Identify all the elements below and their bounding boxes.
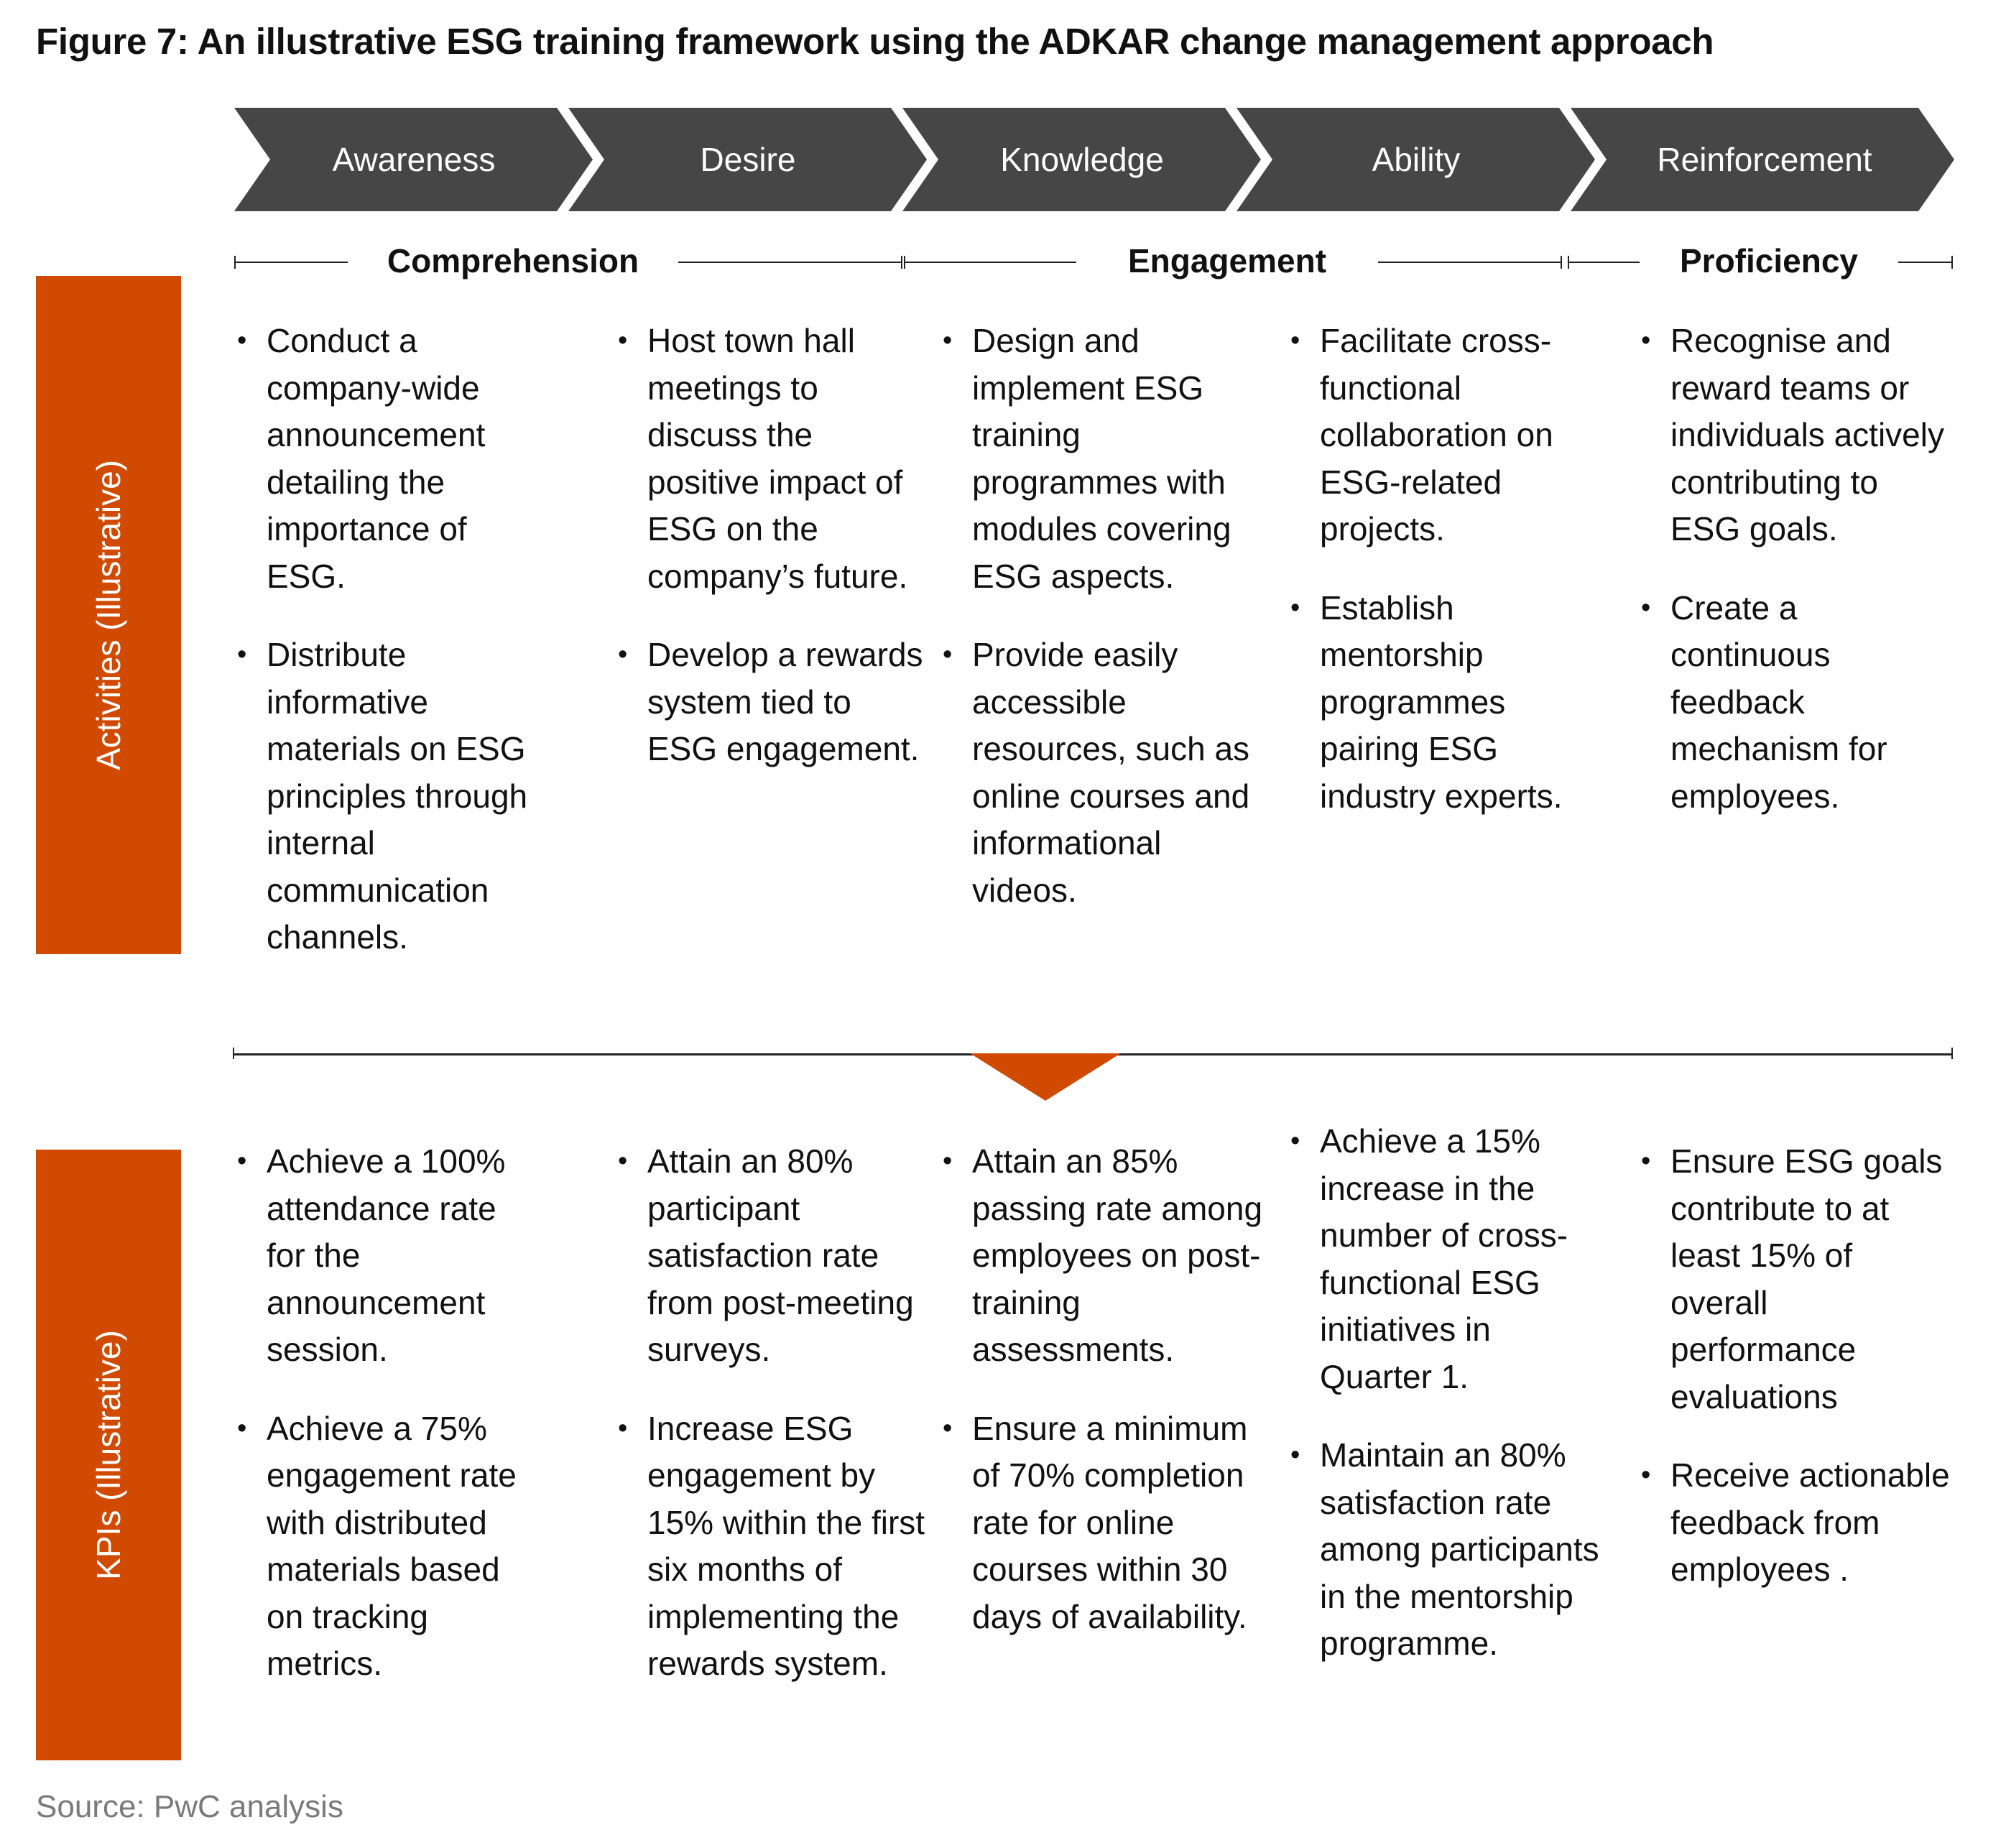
list-item: Ensure ESG goals contribute to at least …	[1638, 1138, 1954, 1420]
chevron-desire	[568, 108, 927, 211]
list-item: Attain an 80% participant satisfaction r…	[615, 1138, 931, 1374]
list-item: Attain an 85% passing rate among employe…	[940, 1138, 1270, 1374]
list-item: Design and implement ESG training progra…	[940, 318, 1270, 600]
kpis-awareness: Achieve a 100% attendance rate for the a…	[234, 1138, 543, 1719]
list-item: Maintain an 80% satisfaction rate among …	[1288, 1432, 1604, 1668]
phase-line	[904, 262, 1076, 263]
phase-line	[1898, 262, 1953, 263]
stage-knowledge-label: Knowledge	[1000, 141, 1164, 178]
phase-line	[1378, 262, 1561, 263]
phase-proficiency: Proficiency	[1680, 242, 1858, 279]
list-item: Achieve a 15% increase in the number of …	[1288, 1118, 1604, 1400]
list-item: Increase ESG engagement by 15% within th…	[615, 1405, 931, 1688]
figure-title: Figure 7: An illustrative ESG training f…	[36, 21, 1714, 62]
list-item: Achieve a 75% engagement rate with distr…	[234, 1405, 543, 1688]
activities-knowledge: Design and implement ESG training progra…	[940, 318, 1270, 946]
activities-reinforcement: Recognise and reward teams or individual…	[1638, 318, 1954, 851]
stage-awareness-label: Awareness	[332, 141, 496, 178]
kpis-desire: Attain an 80% participant satisfaction r…	[615, 1138, 931, 1719]
activities-desire: Host town hall meetings to discuss the p…	[615, 318, 924, 805]
list-item: Recognise and reward teams or individual…	[1638, 318, 1954, 553]
divider-tick	[1951, 1048, 1953, 1059]
chevron-reinforcement	[1571, 108, 1954, 211]
kpis-knowledge: Attain an 85% passing rate among employe…	[940, 1138, 1270, 1672]
kpis-reinforcement: Ensure ESG goals contribute to at least …	[1638, 1138, 1954, 1625]
list-item: Establish mentorship programmes pairing …	[1288, 585, 1604, 821]
list-item: Receive actionable feedback from employe…	[1638, 1452, 1954, 1594]
phase-line	[678, 262, 901, 263]
activities-ability: Facilitate cross-functional collaboratio…	[1288, 318, 1604, 851]
phase-tick	[901, 256, 902, 269]
list-item: Achieve a 100% attendance rate for the a…	[234, 1138, 543, 1374]
list-item: Host town hall meetings to discuss the p…	[615, 318, 924, 600]
activities-label-text: Activities (Illustrative)	[90, 460, 127, 770]
kpis-row-label: KPIs (Illustrative)	[36, 1150, 181, 1760]
list-item: Conduct a company-wide announcement deta…	[234, 318, 543, 600]
phase-tick	[1951, 256, 1953, 269]
chevron-awareness	[234, 108, 593, 211]
phase-tick	[1561, 256, 1562, 269]
phase-line	[234, 262, 348, 263]
list-item: Facilitate cross-functional collaboratio…	[1288, 318, 1604, 553]
list-item: Provide easily accessible resources, suc…	[940, 632, 1270, 914]
phase-engagement: Engagement	[1127, 242, 1327, 279]
chevron-ability	[1237, 108, 1595, 211]
list-item: Ensure a minimum of 70% completion rate …	[940, 1405, 1270, 1641]
activities-row-label: Activities (Illustrative)	[36, 276, 181, 954]
activities-awareness: Conduct a company-wide announcement deta…	[234, 318, 543, 993]
source-note: Source: PwC analysis	[36, 1789, 343, 1824]
stage-reinforcement-label: Reinforcement	[1657, 141, 1872, 178]
phase-line	[1568, 262, 1640, 263]
stage-ability-label: Ability	[1372, 141, 1461, 178]
stage-desire-label: Desire	[700, 141, 796, 178]
kpis-label-text: KPIs (Illustrative)	[90, 1330, 127, 1580]
divider-tick	[233, 1048, 234, 1059]
list-item: Create a continuous feedback mechanism f…	[1638, 585, 1954, 821]
list-item: Develop a rewards system tied to ESG eng…	[615, 632, 924, 773]
down-arrow-icon	[970, 1053, 1121, 1101]
chevron-knowledge	[902, 108, 1261, 211]
list-item: Distribute informative materials on ESG …	[234, 632, 543, 961]
kpis-ability: Achieve a 15% increase in the number of …	[1288, 1118, 1604, 1699]
adkar-chevrons	[234, 108, 1954, 211]
phase-comprehension: Comprehension	[387, 242, 639, 279]
